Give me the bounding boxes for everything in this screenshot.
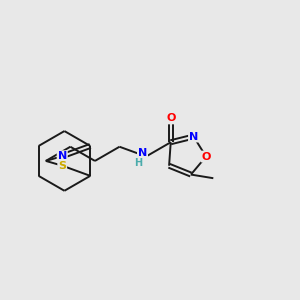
- Text: O: O: [201, 152, 211, 161]
- Text: N: N: [189, 132, 198, 142]
- Text: H: H: [134, 158, 142, 168]
- Text: S: S: [58, 160, 66, 171]
- Text: N: N: [58, 151, 67, 161]
- Text: O: O: [166, 113, 175, 123]
- Text: N: N: [138, 148, 147, 158]
